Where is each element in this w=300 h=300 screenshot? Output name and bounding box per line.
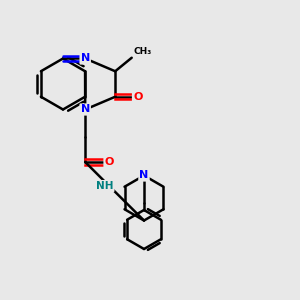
Text: O: O	[133, 92, 142, 102]
Text: N: N	[81, 104, 90, 115]
Text: O: O	[104, 157, 114, 167]
Text: CH₃: CH₃	[133, 47, 152, 56]
Text: NH: NH	[96, 181, 113, 191]
Text: N: N	[140, 170, 148, 181]
Text: N: N	[81, 53, 90, 64]
